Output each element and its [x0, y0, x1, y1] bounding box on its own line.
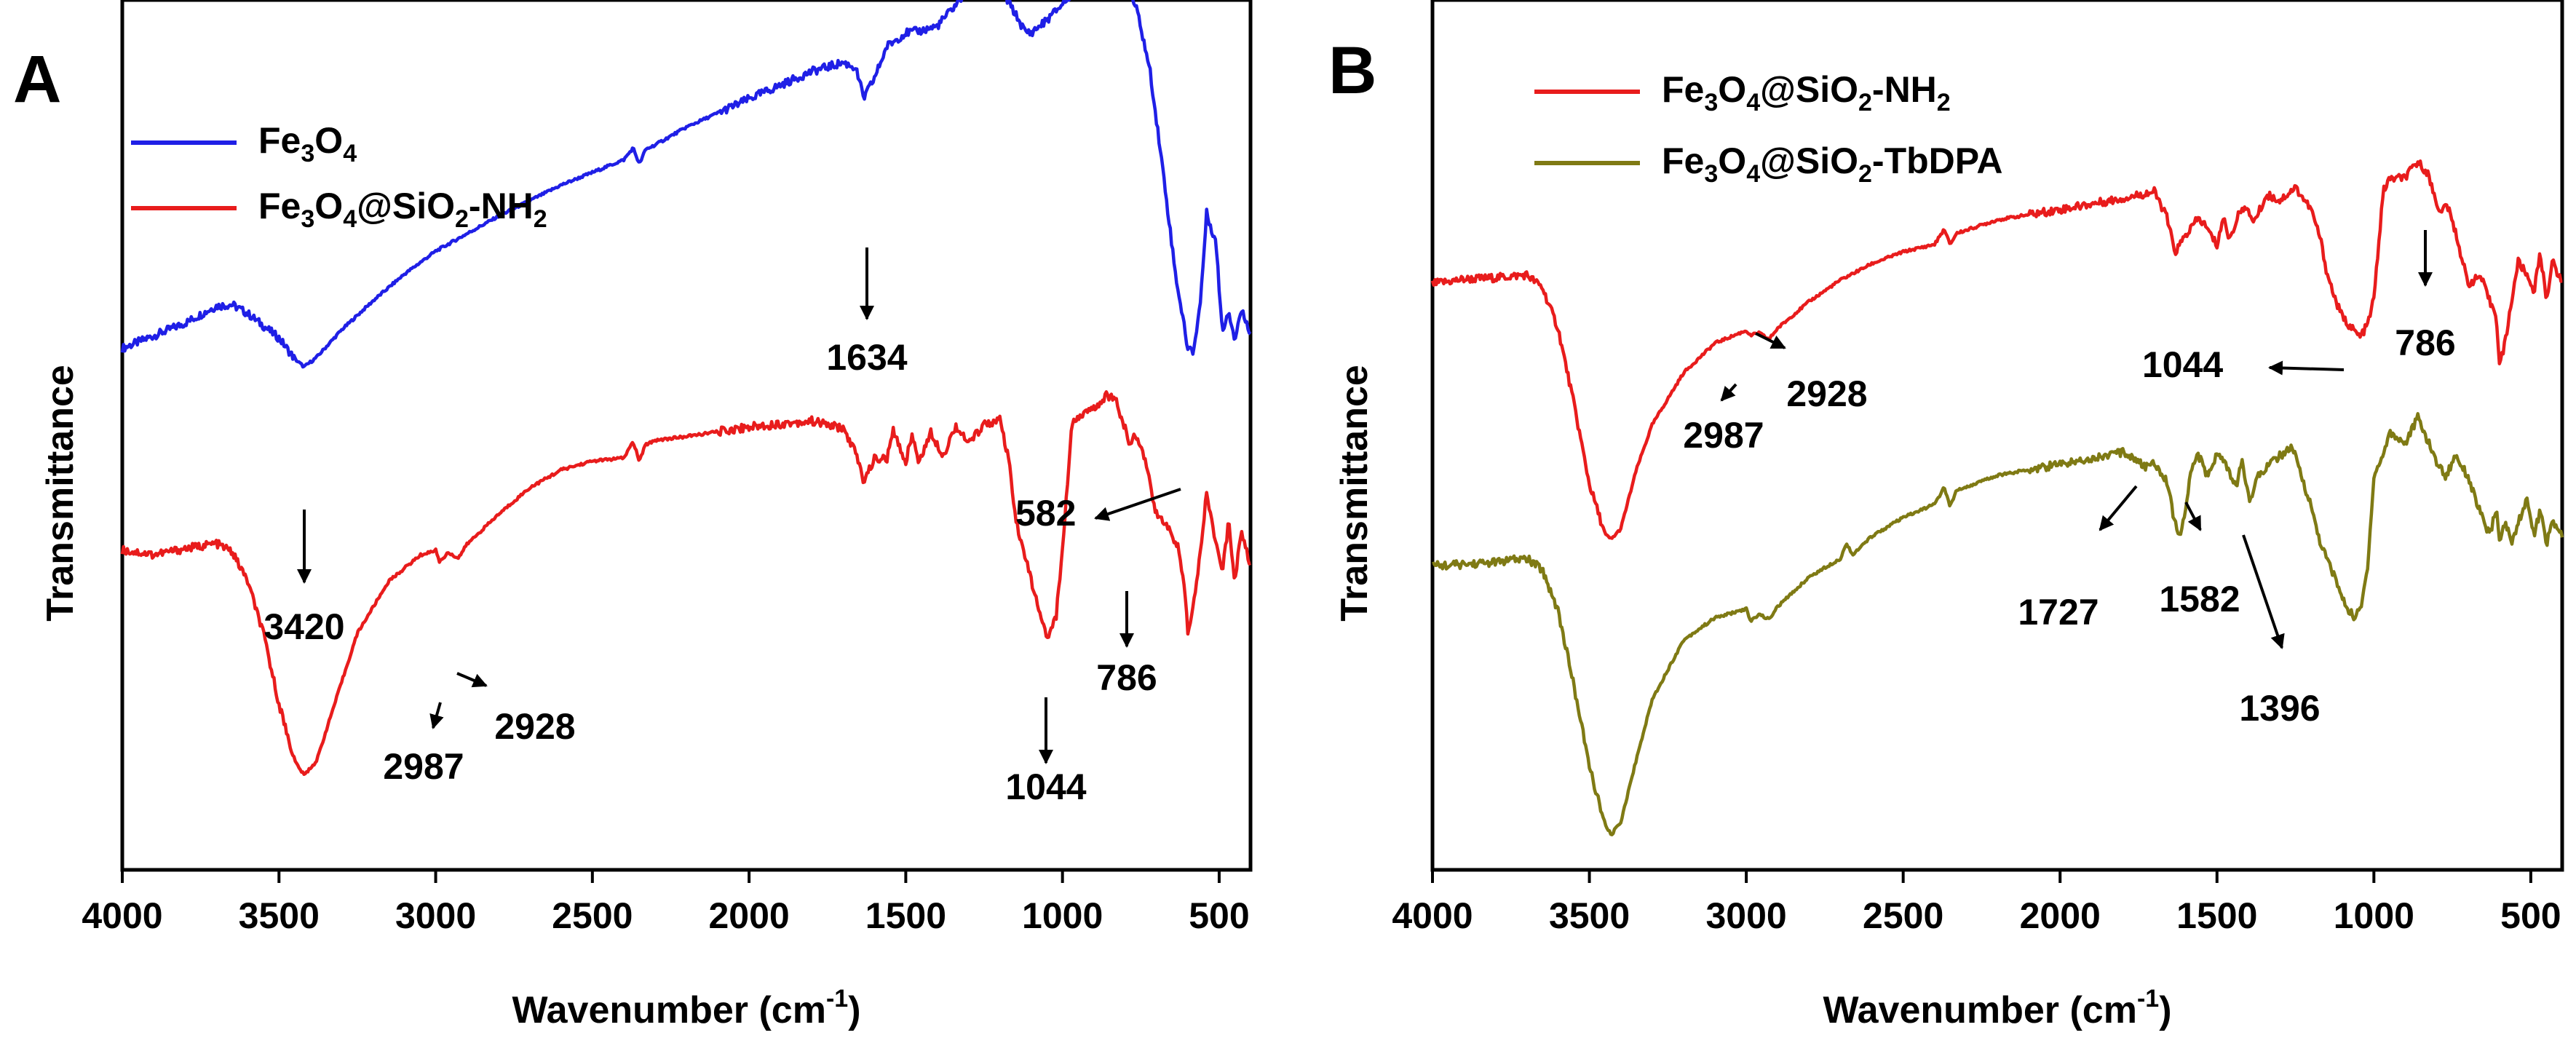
series-line	[120, 390, 1251, 777]
panel-label: A	[13, 42, 61, 116]
x-tick-label: 4000	[82, 895, 162, 936]
annotation-label: 2987	[1683, 415, 1764, 456]
y-axis-title: Transmittance	[1333, 365, 1376, 622]
annotation-arrow	[1720, 383, 1737, 402]
legend-label: Fe3O4@SiO2-NH2	[1662, 69, 1951, 116]
y-axis-title: Transmittance	[39, 365, 82, 622]
x-tick-label: 2500	[1863, 895, 1943, 936]
annotation-label: 1044	[2142, 344, 2223, 385]
annotation-label: 786	[1096, 657, 1157, 698]
annotation-arrow	[456, 672, 488, 688]
annotation-arrow	[1755, 332, 1786, 349]
plot-frame	[120, 0, 1253, 872]
annotation-label: 786	[2395, 322, 2455, 363]
x-tick-label: 3500	[239, 895, 320, 936]
annotation-arrow	[2184, 502, 2202, 531]
annotation-arrow	[2242, 534, 2285, 649]
x-tick-label: 1500	[865, 895, 946, 936]
panel-a: A 4000 3500 3000 2500 2000 1500 1000 500 Wavenumb…	[13, 0, 1253, 1031]
annotation-label: 2928	[1786, 373, 1867, 414]
x-tick-label: 3500	[1549, 895, 1630, 936]
x-tick-label: 500	[1189, 895, 1249, 936]
series-line	[120, 0, 1252, 369]
x-tick-label: 4000	[1392, 895, 1473, 936]
x-tick-label: 3000	[1705, 895, 1786, 936]
x-tick-label: 500	[2500, 895, 2561, 936]
x-axis-title: Wavenumber (cm-1)	[1823, 985, 2171, 1031]
legend-label: Fe3O4@SiO2-NH2	[258, 186, 547, 233]
annotation-label: 1044	[1005, 766, 1086, 807]
annotation-label: 1582	[2159, 579, 2240, 619]
annotation-arrow	[2268, 360, 2345, 376]
annotation-label: 1727	[2018, 592, 2099, 633]
x-tick-label: 1000	[2334, 895, 2414, 936]
annotation-label: 3420	[263, 606, 344, 647]
x-tick-label: 1000	[1022, 895, 1103, 936]
panel-label: B	[1328, 33, 1376, 108]
x-tick-label: 1500	[2176, 895, 2257, 936]
legend-label: Fe3O4	[258, 120, 357, 167]
panel-b: B 4000 3500 3000 2500 2000 1500 1000 500 Wavenumb…	[1328, 0, 2564, 1031]
annotation-label: 1396	[2239, 688, 2320, 729]
series-line	[1432, 412, 2564, 836]
annotation-label: 1634	[826, 337, 907, 378]
annotation-arrow	[2099, 485, 2138, 531]
x-tick-label: 2000	[708, 895, 789, 936]
x-tick-label: 2500	[552, 895, 633, 936]
annotation-arrow	[1094, 488, 1181, 521]
annotation-label: 2987	[383, 746, 464, 787]
x-axis-title: Wavenumber (cm-1)	[512, 985, 860, 1031]
annotation-arrow	[429, 702, 444, 729]
annotation-label: 582	[1015, 493, 1076, 534]
x-tick-label: 2000	[2020, 895, 2101, 936]
series-line	[1430, 159, 2563, 540]
x-tick-label: 3000	[395, 895, 476, 936]
legend-label: Fe3O4@SiO2-TbDPA	[1662, 140, 2003, 188]
annotation-label: 2928	[494, 706, 575, 747]
plot-frame	[1430, 0, 2564, 872]
